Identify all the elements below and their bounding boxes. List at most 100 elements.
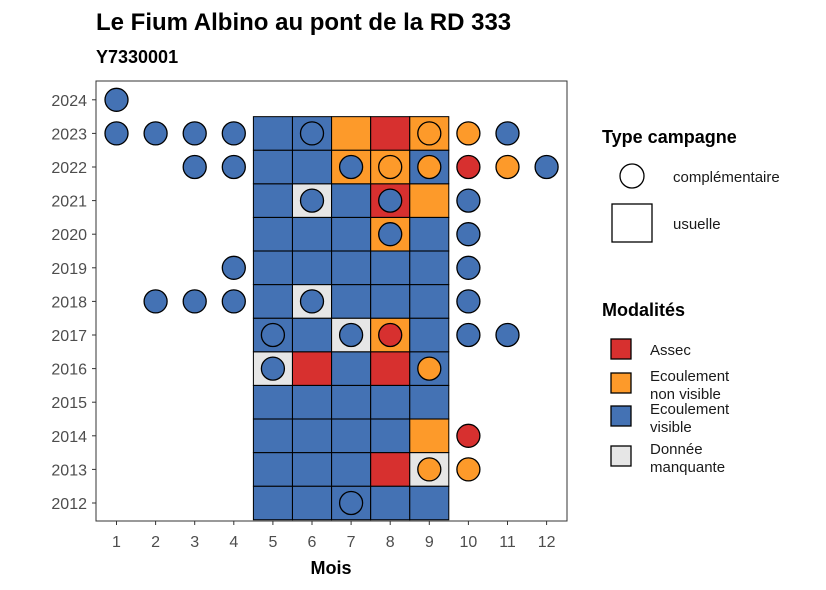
cell-2015-6	[292, 384, 332, 420]
point-2020-8	[378, 222, 403, 247]
x-tick-label: 4	[229, 534, 238, 551]
legend-label-complementaire: complémentaire	[673, 169, 780, 186]
legend-square-symbol	[611, 203, 653, 243]
legend-key-M	[610, 445, 632, 467]
cell-2016-7	[331, 351, 372, 386]
cell-2023-8	[370, 116, 411, 151]
legend-key-N	[610, 372, 632, 394]
point-2024-1	[104, 87, 129, 112]
cell-2015-9	[409, 384, 450, 420]
y-tick-label: 2013	[51, 462, 87, 479]
cell-2014-5	[252, 418, 293, 454]
point-2022-12	[534, 154, 559, 180]
point-2022-3	[182, 154, 207, 180]
cell-2020-6	[292, 216, 332, 252]
x-axis-title: Mois	[310, 558, 351, 578]
cell-2019-7	[331, 250, 372, 286]
y-tick-label: 2015	[51, 395, 87, 412]
cell-2018-9	[409, 284, 450, 319]
x-tick-label: 3	[190, 534, 199, 551]
y-axis: 2012 2013 2014 2015 2016 2017 2018 2019 2020 2021…	[51, 93, 96, 513]
y-tick-label: 2021	[51, 194, 87, 211]
cell-2015-7	[331, 384, 372, 420]
legend-key-V	[610, 405, 632, 427]
cell-2021-7	[331, 183, 372, 218]
x-tick-label: 8	[386, 534, 395, 551]
point-2013-10	[456, 457, 481, 482]
x-tick-label: 12	[538, 534, 556, 551]
point-2017-7	[338, 322, 364, 348]
cell-2019-8	[370, 250, 411, 286]
cell-2014-7	[331, 418, 372, 454]
point-2023-4	[221, 121, 246, 146]
point-2023-11	[495, 121, 520, 146]
point-2017-8	[378, 322, 403, 348]
point-2023-3	[182, 121, 207, 146]
y-tick-label: 2016	[51, 362, 87, 379]
cell-2013-8	[370, 452, 411, 487]
cell-2012-5	[252, 485, 293, 521]
point-2023-6	[299, 121, 325, 146]
legend-label-V: Ecoulement	[650, 401, 730, 418]
cell-2020-7	[331, 216, 372, 252]
cell-2020-5	[252, 216, 293, 252]
point-2021-10	[456, 188, 481, 213]
legend-label-A: Assec	[650, 342, 691, 359]
x-tick-label: 6	[308, 534, 317, 551]
y-tick-label: 2014	[51, 429, 87, 446]
cell-2016-8	[370, 351, 411, 386]
cell-2018-8	[370, 284, 411, 319]
point-2019-4	[221, 255, 246, 280]
legend-label-M: manquante	[650, 459, 725, 476]
point-2017-5	[260, 322, 286, 348]
point-2021-8	[378, 188, 403, 213]
x-tick-label: 7	[347, 534, 356, 551]
legend-key-A	[610, 338, 632, 360]
y-tick-label: 2024	[51, 93, 87, 110]
chart-subtitle: Y7330001	[96, 47, 178, 67]
point-2018-4	[221, 289, 246, 314]
legend-label-V: visible	[650, 419, 692, 436]
cell-2013-5	[252, 452, 293, 487]
cell-2017-9	[409, 317, 450, 353]
point-2013-9	[417, 457, 442, 482]
point-2020-10	[456, 222, 481, 247]
cell-2012-6	[292, 485, 332, 521]
point-2018-2	[143, 289, 168, 314]
cell-2014-8	[370, 418, 411, 454]
cell-2022-6	[292, 149, 332, 185]
cell-2022-5	[252, 149, 293, 185]
cell-2015-8	[370, 384, 411, 420]
cell-2023-7	[331, 116, 372, 151]
cell-2023-5	[252, 116, 293, 151]
cell-2012-8	[370, 485, 411, 521]
point-2022-9	[417, 154, 442, 180]
legend-label-usuelle: usuelle	[673, 216, 721, 233]
x-tick-label: 5	[268, 534, 277, 551]
cell-2013-6	[292, 452, 332, 487]
legend-label-N: non visible	[650, 386, 721, 403]
point-2021-6	[299, 188, 325, 213]
legend-type-title: Type campagne	[602, 127, 737, 147]
legend-label-M: Donnée	[650, 441, 703, 458]
legend-label-N: Ecoulement	[650, 368, 730, 385]
point-2022-8	[378, 154, 403, 180]
x-tick-label: 2	[151, 534, 160, 551]
point-2014-10	[456, 423, 481, 448]
cell-2018-7	[331, 284, 372, 319]
y-tick-label: 2022	[51, 160, 87, 177]
complementaire-points	[104, 87, 559, 516]
point-2023-2	[143, 121, 168, 146]
point-2012-7	[338, 490, 364, 516]
point-2018-3	[182, 289, 207, 314]
y-tick-label: 2017	[51, 328, 87, 345]
cell-2019-6	[292, 250, 332, 286]
y-tick-label: 2020	[51, 227, 87, 244]
chart-title: Le Fium Albino au pont de la RD 333	[96, 9, 511, 36]
cell-2016-6	[292, 351, 332, 386]
legend-circle-symbol	[619, 163, 645, 189]
point-2017-10	[456, 322, 481, 348]
point-2022-11	[495, 154, 520, 180]
point-2016-5	[260, 356, 286, 381]
